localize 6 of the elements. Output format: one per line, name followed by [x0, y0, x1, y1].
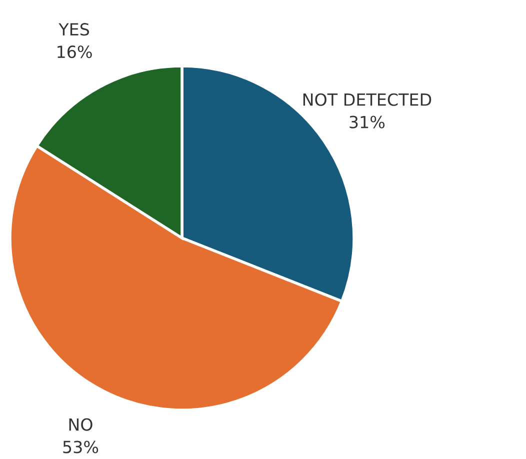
data-label: 53% — [63, 440, 98, 454]
slice-label: NO — [69, 418, 92, 431]
data-label: 16% — [58, 46, 92, 58]
slice-label: NOT DETECTED — [303, 93, 432, 106]
slice-label: YES — [58, 23, 89, 36]
data-label: 31% — [350, 116, 385, 128]
